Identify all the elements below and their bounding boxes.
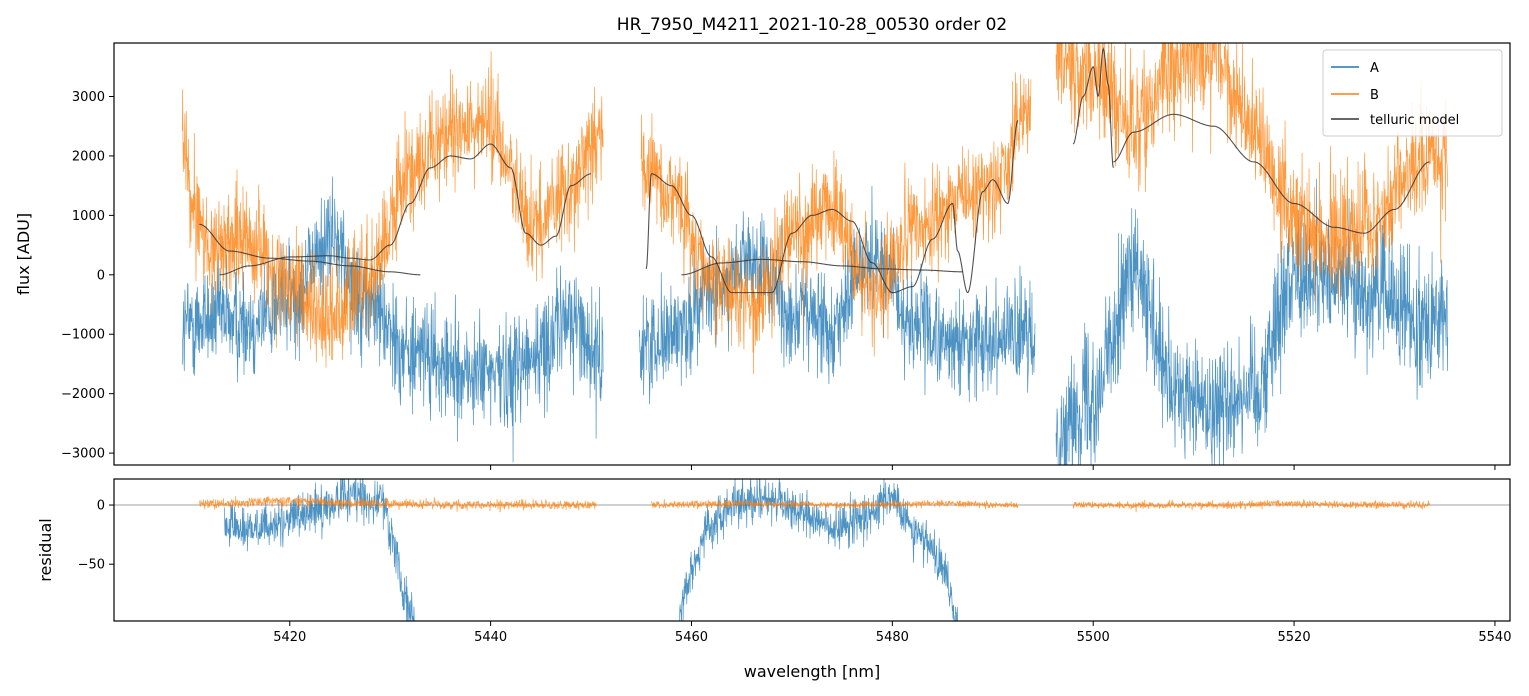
legend-label-telluric: telluric model [1370,113,1459,128]
series-telluric-model-top [199,223,421,276]
y-tick-label: 0 [97,499,105,514]
series-b-top [640,72,1032,374]
y-tick-label: −1000 [61,328,105,343]
x-tick-label: 5500 [1077,630,1110,645]
chart-title: HR_7950_M4211_2021-10-28_00530 order 02 [617,15,1007,35]
y-tick-label: 1000 [72,209,105,224]
x-axis-label: wavelength [nm] [744,662,881,681]
series-a-top [181,176,604,463]
y-tick-label: −2000 [61,387,105,402]
series-b-bottom [1072,499,1430,513]
x-tick-label: 5440 [474,630,507,645]
residual-panel: −50 0 5420 5440 5460 5480 5500 5520 5540 residu… [36,478,1511,681]
y-tick-label: 2000 [72,149,105,164]
flux-x-ticks [289,465,1496,470]
series-telluric-model-top [681,258,963,276]
y-tick-label: −3000 [61,447,105,462]
series-telluric-model-top [645,119,1019,294]
legend-label-a: A [1370,61,1379,76]
residual-panel-frame [113,478,1511,622]
y-tick-label: 0 [97,268,105,283]
y-tick-label: −50 [78,558,105,573]
x-tick-label: 5480 [876,630,909,645]
residual-y-axis-label: residual [36,518,55,581]
legend-label-b: B [1370,88,1379,103]
legend-frame [1322,49,1503,137]
series-a-top [1055,178,1449,465]
flux-y-axis-label: flux [ADU] [14,213,33,295]
x-tick-label: 5420 [273,630,306,645]
series-b-bottom [650,498,1019,510]
x-tick-label: 5540 [1478,630,1511,645]
x-tick-label: 5460 [675,630,708,645]
x-tick-label: 5520 [1278,630,1311,645]
residual-x-axis: 5420 5440 5460 5480 5500 5520 5540 [273,621,1511,645]
series-a-bottom [679,479,958,621]
series-telluric-model-top [1072,47,1114,168]
series-b-bottom [199,494,597,513]
series-telluric-model-top [219,143,592,276]
flux-panel-frame [113,42,1511,466]
flux-plot-area [181,43,1449,465]
residual-y-axis: −50 0 [78,499,114,573]
legend: A B telluric model [1322,49,1503,137]
series-telluric-model-top [1113,113,1430,234]
y-tick-label: 3000 [72,90,105,105]
residual-plot-area [114,479,1510,621]
flux-y-axis: −3000 −2000 −1000 0 1000 2000 3000 [61,90,114,462]
series-b-top [1055,43,1449,302]
